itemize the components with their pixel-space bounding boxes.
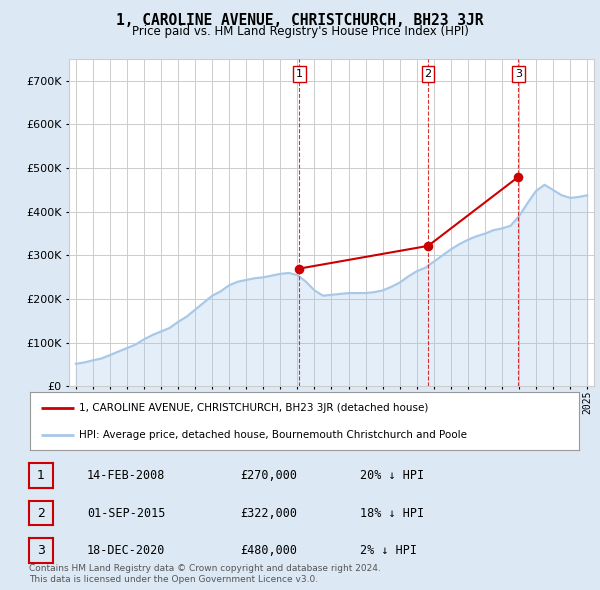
Text: 2: 2 xyxy=(425,69,432,78)
Text: £480,000: £480,000 xyxy=(240,543,297,557)
Text: 1, CAROLINE AVENUE, CHRISTCHURCH, BH23 3JR (detached house): 1, CAROLINE AVENUE, CHRISTCHURCH, BH23 3… xyxy=(79,403,429,413)
Text: This data is licensed under the Open Government Licence v3.0.: This data is licensed under the Open Gov… xyxy=(29,575,318,584)
Text: 1, CAROLINE AVENUE, CHRISTCHURCH, BH23 3JR: 1, CAROLINE AVENUE, CHRISTCHURCH, BH23 3… xyxy=(116,13,484,28)
Text: HPI: Average price, detached house, Bournemouth Christchurch and Poole: HPI: Average price, detached house, Bour… xyxy=(79,430,467,440)
Text: 3: 3 xyxy=(37,543,45,557)
Text: Price paid vs. HM Land Registry's House Price Index (HPI): Price paid vs. HM Land Registry's House … xyxy=(131,25,469,38)
Text: 18-DEC-2020: 18-DEC-2020 xyxy=(87,543,166,557)
Text: £270,000: £270,000 xyxy=(240,469,297,483)
Text: 1: 1 xyxy=(37,469,45,483)
Point xyxy=(424,241,433,251)
Text: 01-SEP-2015: 01-SEP-2015 xyxy=(87,506,166,520)
Text: 2: 2 xyxy=(37,506,45,520)
Text: Contains HM Land Registry data © Crown copyright and database right 2024.: Contains HM Land Registry data © Crown c… xyxy=(29,565,380,573)
Text: 18% ↓ HPI: 18% ↓ HPI xyxy=(360,506,424,520)
Text: £322,000: £322,000 xyxy=(240,506,297,520)
Text: 3: 3 xyxy=(515,69,522,78)
Text: 2% ↓ HPI: 2% ↓ HPI xyxy=(360,543,417,557)
Text: 1: 1 xyxy=(296,69,303,78)
Point xyxy=(514,172,523,182)
Text: 20% ↓ HPI: 20% ↓ HPI xyxy=(360,469,424,483)
Text: 14-FEB-2008: 14-FEB-2008 xyxy=(87,469,166,483)
Point xyxy=(295,264,304,273)
